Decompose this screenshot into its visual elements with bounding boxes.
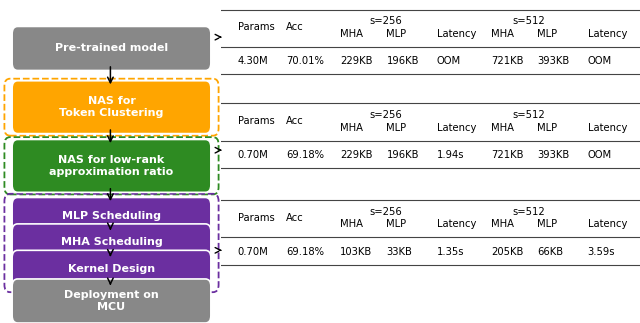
Text: Pre-trained model: Pre-trained model xyxy=(55,44,168,53)
Text: Params: Params xyxy=(237,213,275,223)
Text: s=256: s=256 xyxy=(370,110,403,120)
Text: 3.59s: 3.59s xyxy=(588,247,615,257)
Text: 69.18%: 69.18% xyxy=(286,150,324,160)
Text: 196KB: 196KB xyxy=(387,150,419,160)
Text: MHA: MHA xyxy=(340,123,364,132)
FancyBboxPatch shape xyxy=(12,26,211,70)
Text: 721KB: 721KB xyxy=(491,150,524,160)
Text: MLP: MLP xyxy=(387,123,406,132)
Text: NAS for low-rank
approximation ratio: NAS for low-rank approximation ratio xyxy=(49,155,173,177)
Text: 1.35s: 1.35s xyxy=(436,247,464,257)
Text: s=256: s=256 xyxy=(370,16,403,26)
FancyBboxPatch shape xyxy=(12,279,211,323)
Text: 196KB: 196KB xyxy=(387,57,419,66)
Text: Deployment on
MCU: Deployment on MCU xyxy=(64,290,159,312)
Text: s=512: s=512 xyxy=(512,110,545,120)
Text: s=512: s=512 xyxy=(512,207,545,216)
Text: MHA: MHA xyxy=(340,29,364,39)
Text: Acc: Acc xyxy=(286,23,303,32)
Text: MHA: MHA xyxy=(491,123,514,132)
Text: s=512: s=512 xyxy=(512,16,545,26)
Text: MHA: MHA xyxy=(340,220,364,229)
Text: OOM: OOM xyxy=(588,150,612,160)
Text: 229KB: 229KB xyxy=(340,150,372,160)
Text: 66KB: 66KB xyxy=(538,247,563,257)
Text: 69.18%: 69.18% xyxy=(286,247,324,257)
Text: Latency: Latency xyxy=(588,220,627,229)
Text: 229KB: 229KB xyxy=(340,57,372,66)
Text: OOM: OOM xyxy=(436,57,461,66)
FancyBboxPatch shape xyxy=(12,250,211,287)
FancyBboxPatch shape xyxy=(12,224,211,261)
Text: 205KB: 205KB xyxy=(491,247,524,257)
Text: MLP Scheduling: MLP Scheduling xyxy=(62,211,161,221)
Text: s=256: s=256 xyxy=(370,207,403,216)
Text: 103KB: 103KB xyxy=(340,247,372,257)
Text: MLP: MLP xyxy=(538,123,557,132)
Text: 4.30M: 4.30M xyxy=(237,57,268,66)
Text: Acc: Acc xyxy=(286,213,303,223)
Text: MLP: MLP xyxy=(387,220,406,229)
Text: Latency: Latency xyxy=(436,29,476,39)
Text: MLP: MLP xyxy=(538,29,557,39)
Text: OOM: OOM xyxy=(588,57,612,66)
Text: 393KB: 393KB xyxy=(538,57,570,66)
Text: MHA Scheduling: MHA Scheduling xyxy=(61,237,163,247)
FancyBboxPatch shape xyxy=(12,140,211,192)
Text: 0.70M: 0.70M xyxy=(237,247,268,257)
Text: Latency: Latency xyxy=(436,123,476,132)
Text: NAS for
Token Clustering: NAS for Token Clustering xyxy=(60,96,164,118)
Text: MLP: MLP xyxy=(387,29,406,39)
Text: 393KB: 393KB xyxy=(538,150,570,160)
Text: 721KB: 721KB xyxy=(491,57,524,66)
Text: 33KB: 33KB xyxy=(387,247,412,257)
Text: Latency: Latency xyxy=(588,29,627,39)
Text: Params: Params xyxy=(237,116,275,126)
Text: 1.94s: 1.94s xyxy=(436,150,464,160)
Text: Acc: Acc xyxy=(286,116,303,126)
Text: MHA: MHA xyxy=(491,220,514,229)
Text: MHA: MHA xyxy=(491,29,514,39)
FancyBboxPatch shape xyxy=(12,81,211,134)
FancyBboxPatch shape xyxy=(12,197,211,234)
Text: Params: Params xyxy=(237,23,275,32)
Text: 70.01%: 70.01% xyxy=(286,57,324,66)
Text: MLP: MLP xyxy=(538,220,557,229)
Text: Latency: Latency xyxy=(588,123,627,132)
Text: Latency: Latency xyxy=(436,220,476,229)
Text: 0.70M: 0.70M xyxy=(237,150,268,160)
Text: Kernel Design: Kernel Design xyxy=(68,264,155,274)
